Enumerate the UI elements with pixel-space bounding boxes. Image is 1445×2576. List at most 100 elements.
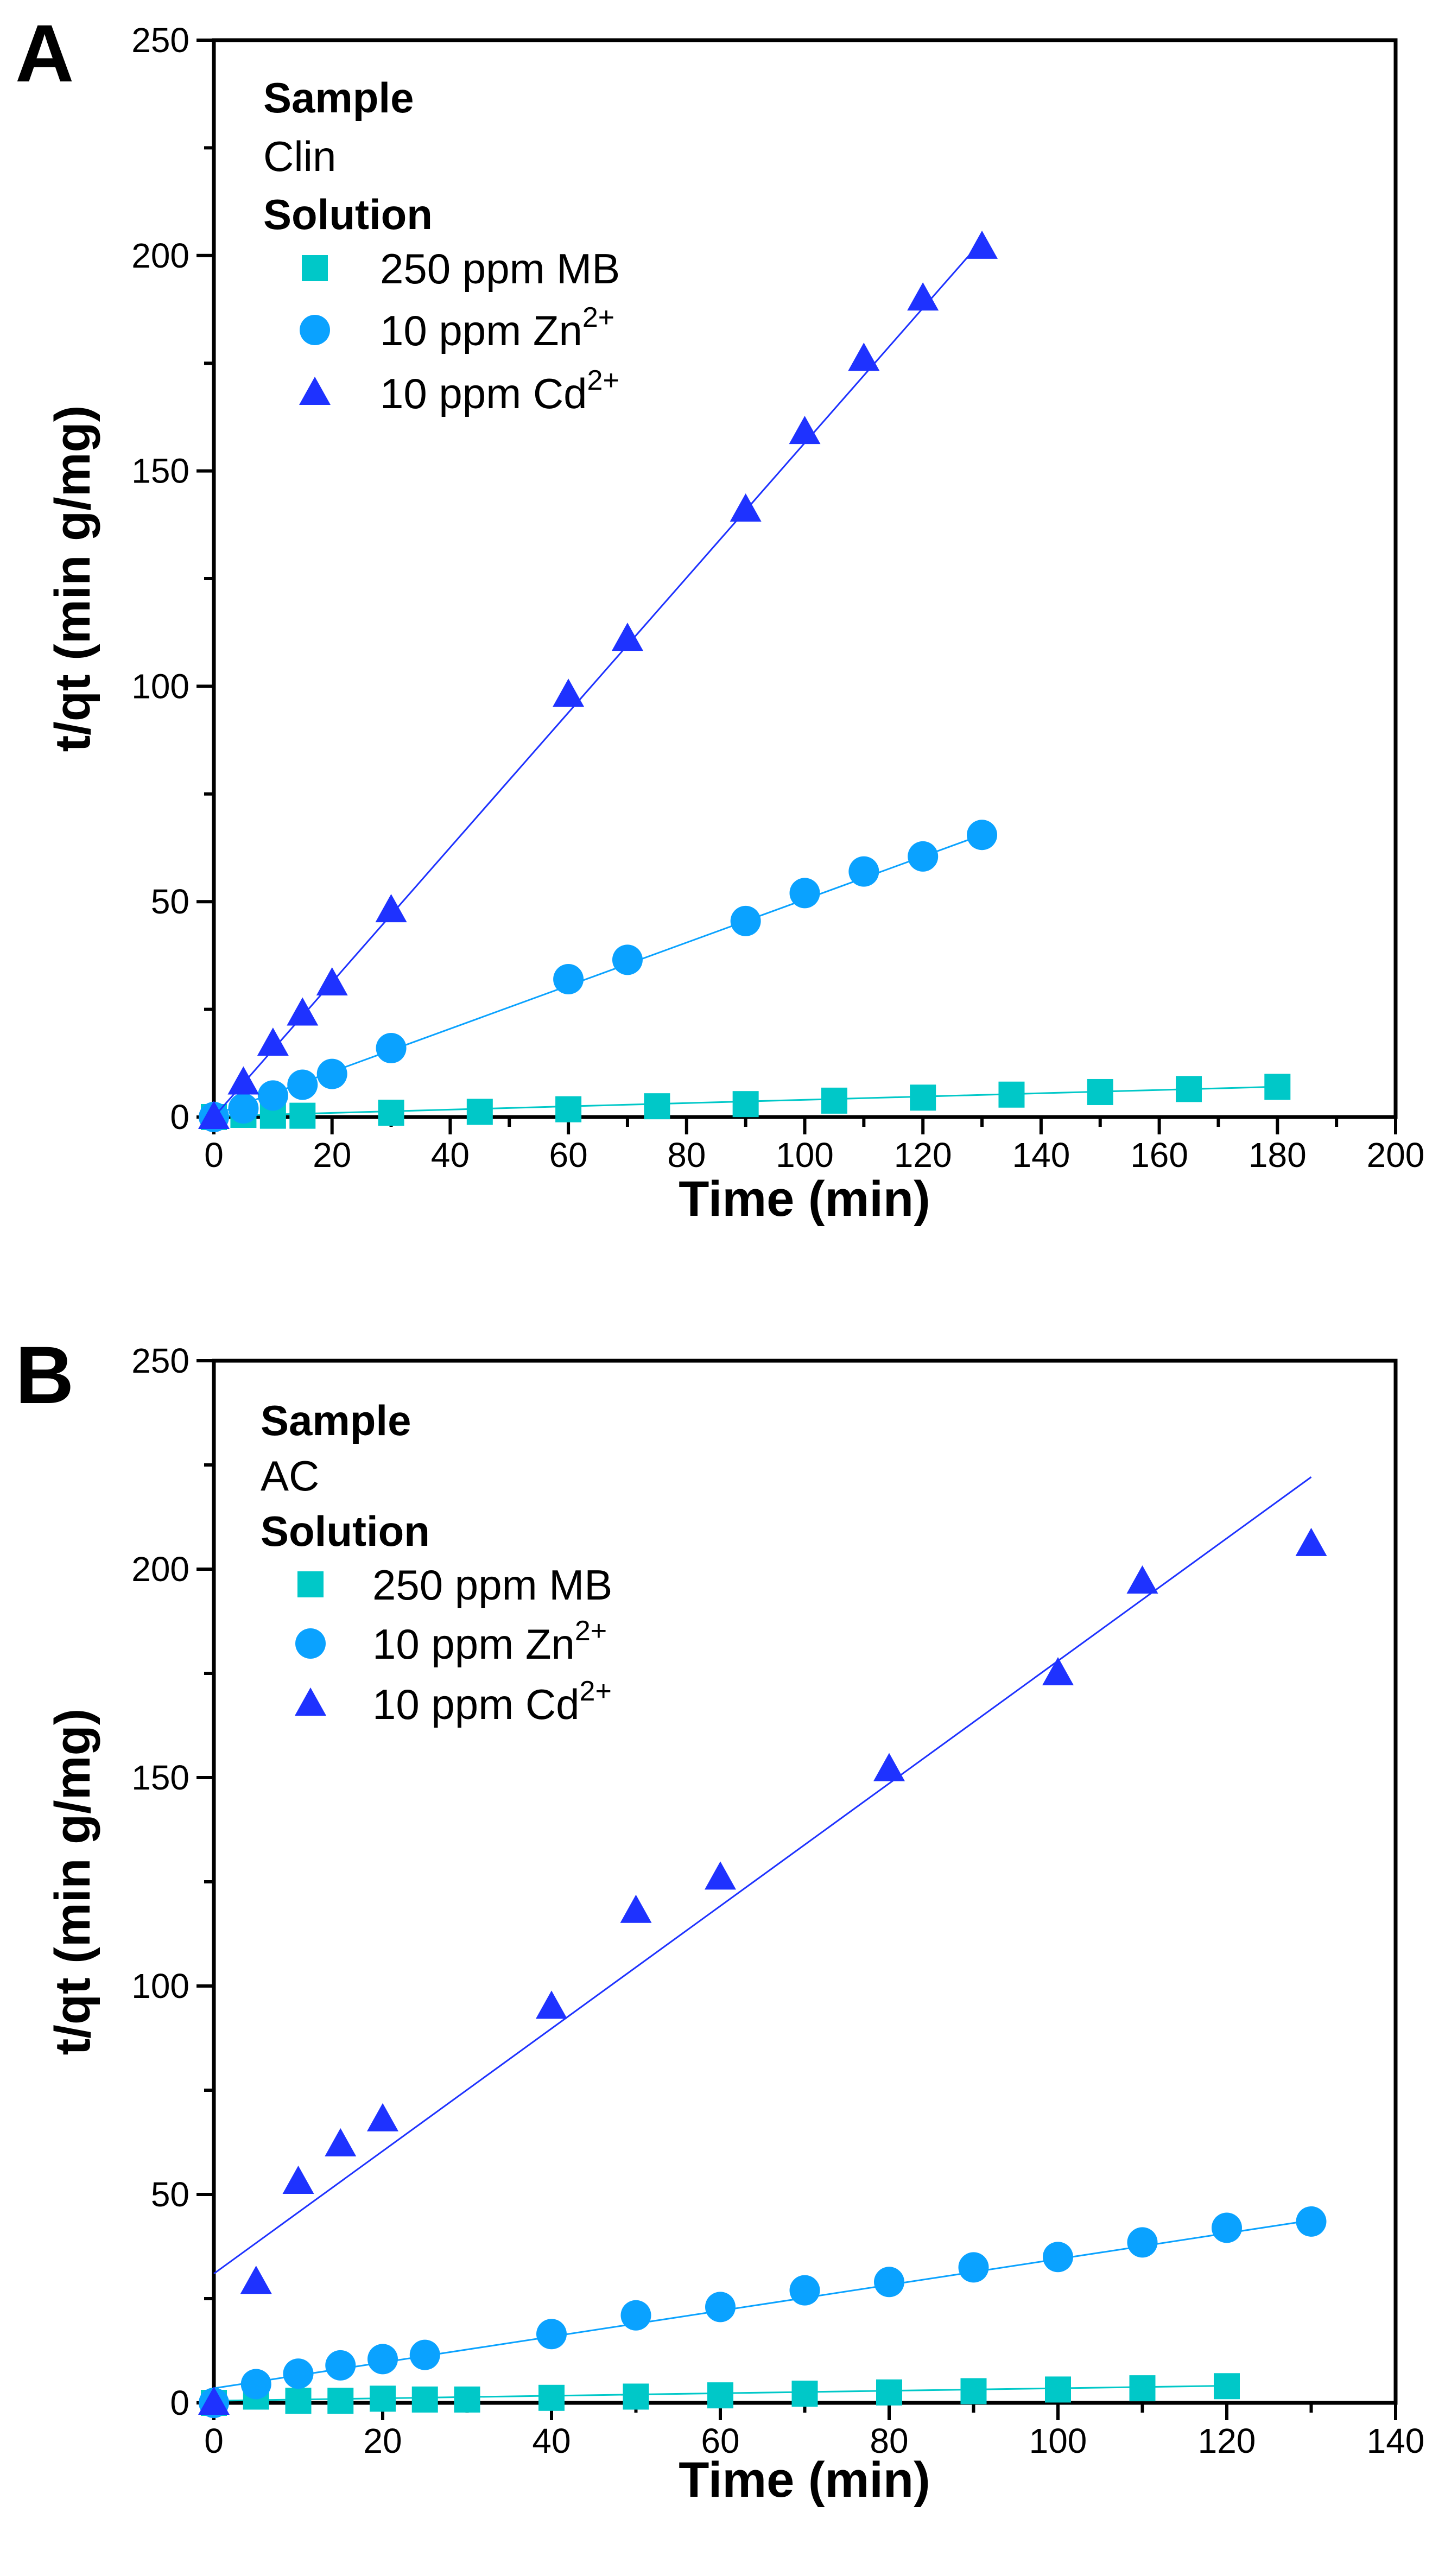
legend-solution-heading: Solution	[261, 1507, 430, 1555]
data-point	[553, 678, 585, 707]
data-point	[287, 997, 319, 1026]
y-axis-title-b: t/qt (min g/mg)	[45, 1709, 100, 2055]
series-triangle	[198, 1476, 1327, 2415]
x-tick-label: 160	[1130, 1135, 1188, 1175]
data-point	[367, 2344, 398, 2375]
data-point	[644, 1093, 670, 1120]
data-point	[789, 2275, 820, 2306]
data-point	[967, 820, 998, 851]
legend-label-text: 10 ppm Zn	[380, 307, 582, 354]
x-tick-label: 100	[1029, 2421, 1087, 2460]
fit-line	[213, 1476, 1312, 2275]
y-tick-label: 0	[170, 2383, 189, 2422]
data-point	[1176, 1076, 1202, 1102]
data-point	[1042, 1657, 1074, 1685]
data-point	[287, 1069, 318, 1100]
legend-marker-square	[297, 1571, 324, 1597]
x-tick-label: 20	[313, 1135, 351, 1175]
legend-marker-circle	[300, 315, 330, 345]
data-point	[966, 230, 998, 259]
data-point	[623, 2383, 649, 2410]
data-point	[1296, 2206, 1327, 2237]
y-tick-label: 200	[131, 1550, 189, 1589]
data-point	[907, 282, 939, 311]
data-point	[1126, 1565, 1158, 1594]
legend-label-text: 250 ppm MB	[380, 245, 620, 293]
x-tick-label: 0	[204, 1135, 224, 1175]
data-point	[1043, 2242, 1073, 2273]
data-point	[325, 2350, 356, 2381]
legend-label: 250 ppm MB	[372, 1561, 612, 1609]
x-tick-label: 60	[701, 2421, 739, 2460]
data-point	[1264, 1074, 1291, 1100]
x-tick-label: 100	[776, 1135, 834, 1175]
axes: 0 20 40 60 80 100 120 140 160 180 200 0 50 100 150 200 2…	[131, 21, 1424, 1175]
data-point	[730, 493, 762, 522]
data-point	[370, 2385, 396, 2412]
data-point	[730, 905, 761, 936]
data-point	[375, 894, 407, 923]
y-tick-label: 200	[131, 236, 189, 275]
y-tick-label: 250	[131, 1341, 189, 1380]
legend-marker-circle	[295, 1628, 326, 1659]
data-point	[227, 1066, 259, 1095]
legend-label: 250 ppm MB	[380, 245, 620, 293]
legend-marker-triangle	[295, 1687, 326, 1716]
data-point	[1212, 2212, 1242, 2243]
data-point	[553, 964, 584, 995]
data-point	[325, 2128, 357, 2156]
data-point	[1295, 1527, 1327, 1556]
y-tick-label: 150	[131, 1758, 189, 1797]
data-point	[848, 856, 879, 887]
legend-marker-triangle	[299, 377, 331, 405]
legend-label-text: 10 ppm Zn	[372, 1620, 575, 1668]
panel-letter-a: A	[15, 8, 74, 99]
fit-line	[213, 240, 983, 1118]
data-point	[327, 2388, 354, 2414]
data-point	[466, 1099, 493, 1125]
series-circle	[199, 820, 998, 1132]
data-point	[257, 1080, 288, 1111]
legend-label: 10 ppm Zn2+	[380, 302, 614, 354]
data-point	[454, 2386, 480, 2413]
x-tick-label: 80	[870, 2421, 908, 2460]
y-tick-label: 100	[131, 667, 189, 706]
data-point	[873, 1753, 905, 1781]
y-axis-title-a: t/qt (min g/mg)	[45, 405, 100, 752]
y-tick-label: 250	[131, 21, 189, 60]
panel-letter-b: B	[15, 1329, 74, 1420]
data-point	[257, 1027, 289, 1056]
data-point	[316, 967, 348, 995]
legend-a: Sample Clin Solution	[263, 74, 433, 238]
x-tick-label: 40	[431, 1135, 470, 1175]
x-axis-title-b: Time (min)	[679, 2452, 930, 2508]
data-point	[732, 1091, 759, 1118]
data-point	[1127, 2227, 1158, 2258]
data-point	[378, 1100, 404, 1126]
data-point	[198, 2387, 230, 2415]
data-point	[536, 1990, 567, 2019]
data-point	[612, 944, 643, 975]
data-point	[848, 342, 880, 371]
data-point	[791, 2381, 818, 2407]
data-point	[1087, 1078, 1113, 1105]
data-point	[908, 841, 939, 872]
axes: 0 20 40 60 80 100 120 140 0 50 100 150 200 250	[131, 1341, 1424, 2460]
data-point	[789, 416, 821, 445]
data-point	[411, 2386, 438, 2413]
data-point	[555, 1096, 582, 1122]
x-tick-label: 180	[1248, 1135, 1307, 1175]
data-point	[910, 1084, 936, 1111]
data-point	[620, 1894, 652, 1923]
x-tick-label: 20	[363, 2421, 402, 2460]
legend-label-text: 10 ppm Cd	[380, 370, 587, 417]
legend-b: Sample AC Solution	[261, 1397, 430, 1555]
x-tick-label: 140	[1012, 1135, 1070, 1175]
data-point	[409, 2339, 440, 2370]
legend-label: 10 ppm Cd2+	[380, 365, 619, 417]
data-point	[611, 623, 643, 651]
x-tick-label: 200	[1367, 1135, 1425, 1175]
legend-label-superscript: 2+	[587, 365, 619, 396]
data-point	[1214, 2373, 1240, 2400]
legend-sample-value: Clin	[263, 132, 336, 180]
